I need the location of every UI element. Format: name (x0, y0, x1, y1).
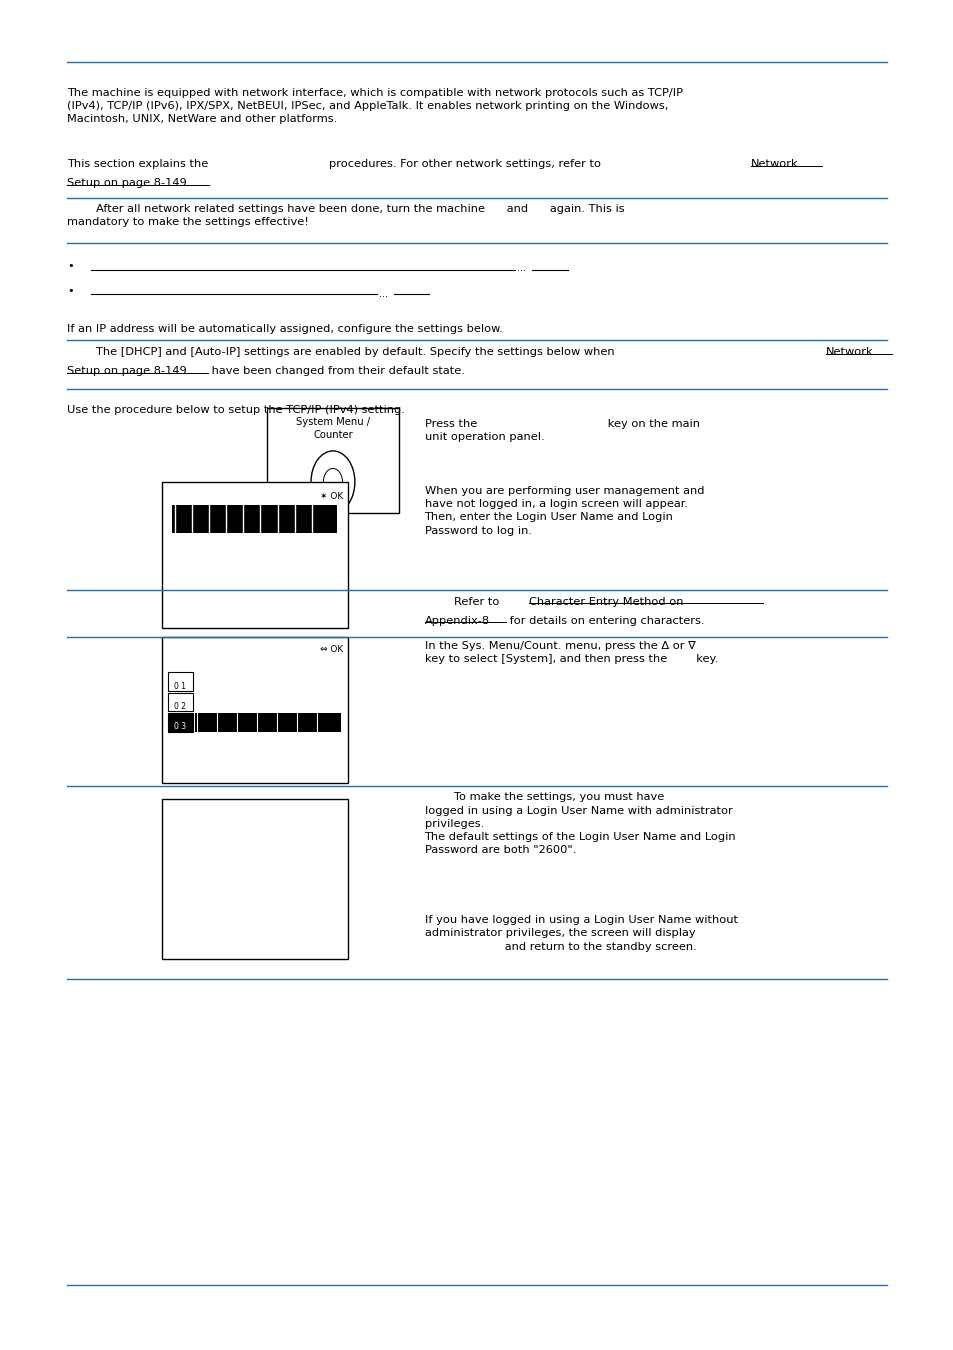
Text: for details on entering characters.: for details on entering characters. (505, 616, 703, 625)
Text: 0 2: 0 2 (174, 702, 186, 711)
Text: In the Sys. Menu/Count. menu, press the Δ or ∇
key to select [System], and then : In the Sys. Menu/Count. menu, press the … (424, 641, 717, 664)
Text: 0 1: 0 1 (174, 682, 186, 691)
Text: To make the settings, you must have
logged in using a Login User Name with admin: To make the settings, you must have logg… (424, 792, 736, 856)
Text: ...: ... (517, 263, 525, 273)
Text: 0 3: 0 3 (174, 722, 186, 732)
Text: have been changed from their default state.: have been changed from their default sta… (208, 366, 464, 375)
Bar (168, 672, 193, 691)
Text: Character Entry Method on: Character Entry Method on (528, 597, 682, 606)
Text: After all network related settings have been done, turn the machine      and    : After all network related settings have … (67, 204, 624, 227)
Text: Network: Network (825, 347, 873, 356)
Bar (172, 505, 336, 533)
Text: Use the procedure below to setup the TCP/IP (IPv4) setting.: Use the procedure below to setup the TCP… (67, 405, 404, 414)
Text: The [DHCP] and [Auto-IP] settings are enabled by default. Specify the settings b: The [DHCP] and [Auto-IP] settings are en… (67, 347, 618, 356)
Bar (267, 408, 398, 513)
Bar (162, 637, 348, 783)
Text: Network: Network (750, 159, 798, 169)
Text: This section explains the: This section explains the (67, 159, 208, 169)
Text: Appendix-8: Appendix-8 (424, 616, 489, 625)
Bar (168, 693, 193, 711)
Text: The machine is equipped with network interface, which is compatible with network: The machine is equipped with network int… (67, 88, 682, 124)
Text: Refer to: Refer to (424, 597, 502, 606)
Text: •: • (67, 261, 73, 270)
Text: Press the                                    key on the main
unit operation pane: Press the key on the main unit operation… (424, 418, 699, 441)
Bar (168, 713, 193, 732)
Text: Setup on page 8-149: Setup on page 8-149 (67, 366, 187, 375)
Text: procedures. For other network settings, refer to: procedures. For other network settings, … (329, 159, 604, 169)
Bar (162, 799, 348, 958)
Text: When you are performing user management and
have not logged in, a login screen w: When you are performing user management … (424, 486, 703, 536)
Text: ⇔ OK: ⇔ OK (320, 645, 343, 655)
Text: •: • (67, 286, 73, 296)
Text: .: . (208, 178, 212, 188)
Text: If an IP address will be automatically assigned, configure the settings below.: If an IP address will be automatically a… (67, 324, 502, 333)
Text: ✶ OK: ✶ OK (320, 491, 343, 501)
Text: If you have logged in using a Login User Name without
administrator privileges, : If you have logged in using a Login User… (424, 915, 737, 952)
Bar (194, 713, 340, 732)
Text: System Menu /
Counter: System Menu / Counter (295, 417, 370, 440)
Bar (162, 482, 348, 628)
Text: ...: ... (378, 289, 387, 298)
Text: Setup on page 8-149: Setup on page 8-149 (67, 178, 187, 188)
